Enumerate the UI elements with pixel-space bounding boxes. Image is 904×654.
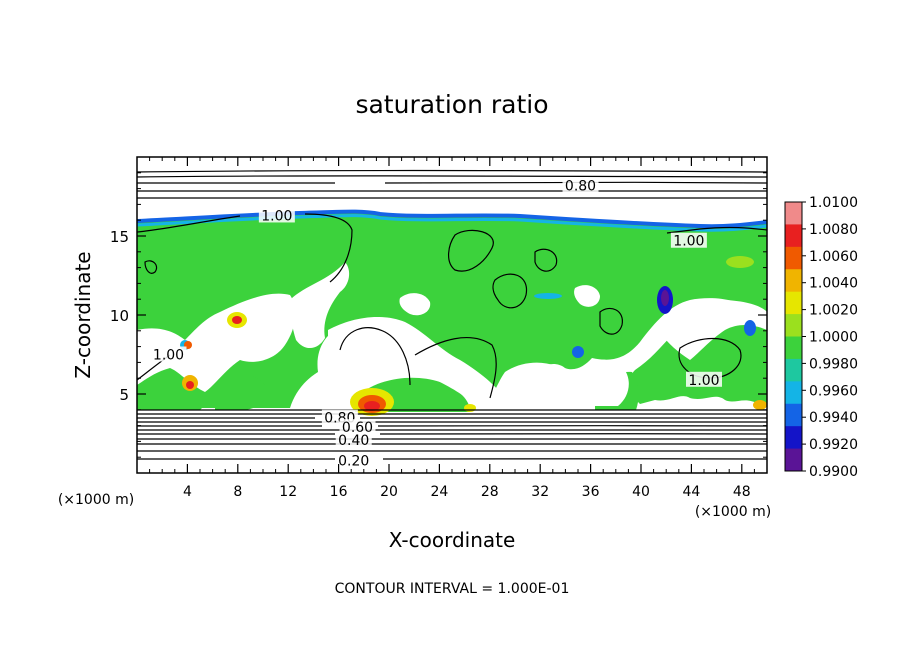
- cloud-patch-center-low: [215, 373, 267, 410]
- x-tick-label: 24: [430, 484, 448, 500]
- colorbar-swatch: [785, 426, 802, 450]
- colorbar-tick-label: 1.0080: [809, 222, 858, 238]
- colorbar: 1.0100 1.0080 1.0060 1.0040 1.0020 1.0000 0.99…: [784, 195, 858, 480]
- contour-label: 1.00: [153, 348, 184, 364]
- contour-label: 0.40: [338, 433, 369, 449]
- supersat-core-3-red: [186, 381, 194, 389]
- plot-area: 0.801.001.001.001.000.800.600.400.20: [137, 157, 767, 473]
- supersat-core-6: [753, 400, 767, 410]
- contour-label-bg: [562, 177, 599, 193]
- x-tick-label: 44: [682, 484, 700, 500]
- contour-closed-6: [678, 337, 742, 379]
- chart-title: saturation ratio: [355, 90, 548, 119]
- clear-void-center: [290, 262, 350, 349]
- colorbar-tick-label: 1.0000: [809, 330, 858, 346]
- colorbar-swatch: [785, 314, 802, 337]
- contour-label: 1.00: [261, 208, 292, 224]
- subsaturated-pocket-4: [744, 320, 756, 336]
- x-tick-label: 28: [481, 484, 499, 500]
- x-axis-ticks: 4 8 12 16 20 24 28 32 36 40 44 48: [149, 157, 755, 500]
- contour-cloud-boundary: [137, 213, 353, 283]
- clear-void-left: [137, 293, 296, 392]
- subsaturated-pocket-core: [661, 290, 669, 306]
- colorbar-swatch: [785, 381, 802, 405]
- contour-cloud-boundary-right: [666, 226, 767, 234]
- clear-void-middle: [328, 316, 505, 412]
- contour-label: 0.80: [565, 178, 596, 194]
- x-unit-right: (×1000 m): [695, 504, 771, 520]
- x-unit-left: (×1000 m): [58, 492, 134, 508]
- subsaturated-pocket-2: [534, 293, 562, 299]
- clear-void-small-right: [574, 285, 600, 307]
- colorbar-swatch: [785, 202, 802, 225]
- colorbar-swatch: [785, 403, 802, 427]
- colorbar-swatch: [785, 224, 802, 248]
- colorbar-swatch: [785, 246, 802, 270]
- contour-labels: 0.801.001.001.001.000.800.600.400.20: [150, 177, 722, 469]
- contour-label-bg: [339, 419, 376, 435]
- clear-void-right-1: [505, 359, 629, 406]
- colorbar-tick-label: 0.9920: [809, 437, 858, 453]
- y-axis-label: Z-coordinate: [71, 251, 95, 378]
- y-axis-ticks: 5 10 15: [110, 172, 767, 458]
- supersat-core-5: [464, 404, 476, 412]
- y-tick-label: 10: [110, 307, 129, 325]
- contour-closed-3: [492, 273, 528, 309]
- contour-label-bg: [670, 232, 707, 248]
- contour-closed-2: [534, 248, 558, 272]
- contour-closed-1: [448, 229, 494, 272]
- x-tick-label: 12: [279, 484, 297, 500]
- colorbar-tick-label: 1.0020: [809, 303, 858, 319]
- contour-label-bg: [335, 452, 372, 468]
- contour-label: 0.20: [338, 453, 369, 469]
- colorbar-swatch: [785, 269, 802, 293]
- contour-line-mid: [414, 337, 497, 399]
- x-tick-label: 4: [183, 484, 192, 500]
- colorbar-tick-label: 1.0100: [809, 195, 858, 211]
- contour-label-bg: [258, 207, 295, 223]
- contour-line: [137, 169, 767, 173]
- x-tick-label: 48: [733, 484, 751, 500]
- colorbar-swatch: [785, 448, 802, 472]
- colorbar-tick-label: 0.9900: [809, 464, 858, 480]
- colorbar-swatch: [785, 358, 802, 382]
- supersat-core-red: [364, 401, 380, 411]
- x-tick-label: 8: [233, 484, 242, 500]
- y-tick-label: 5: [119, 386, 129, 404]
- colorbar-tick-label: 0.9960: [809, 383, 858, 399]
- x-tick-label: 40: [632, 484, 650, 500]
- colorbar-tick-label: 1.0040: [809, 276, 858, 292]
- y-tick-label: 15: [110, 228, 129, 246]
- cloud-region-green: [137, 211, 767, 408]
- clear-void-right-2: [660, 300, 767, 360]
- contour-label: 1.00: [673, 234, 704, 250]
- contour-label-bg: [686, 371, 722, 387]
- contour-closed-4: [599, 307, 623, 335]
- clear-void-small-left: [399, 293, 431, 316]
- subsaturated-pocket-3: [572, 346, 584, 358]
- colorbar-tick-label: 0.9940: [809, 410, 858, 426]
- x-tick-label: 32: [531, 484, 549, 500]
- colorbar-swatch: [785, 291, 802, 315]
- colorbar-tick-label: 0.9980: [809, 356, 858, 372]
- x-axis-label: X-coordinate: [389, 528, 516, 552]
- x-tick-label: 16: [330, 484, 348, 500]
- colorbar-swatch: [785, 336, 802, 360]
- contour-core: [339, 327, 411, 386]
- contour-label-bg: [335, 431, 372, 447]
- x-tick-label: 20: [380, 484, 398, 500]
- contour-line: [137, 175, 767, 178]
- x-tick-label: 36: [582, 484, 600, 500]
- contour-label-bg: [150, 346, 187, 362]
- supersat-core-2-red: [232, 316, 242, 324]
- contour-closed-5: [144, 260, 158, 274]
- contour-label: 1.00: [688, 373, 719, 389]
- colorbar-tick-label: 1.0060: [809, 249, 858, 265]
- contour-interval-note: CONTOUR INTERVAL = 1.000E-01: [335, 581, 570, 597]
- supersat-core-7: [726, 256, 754, 268]
